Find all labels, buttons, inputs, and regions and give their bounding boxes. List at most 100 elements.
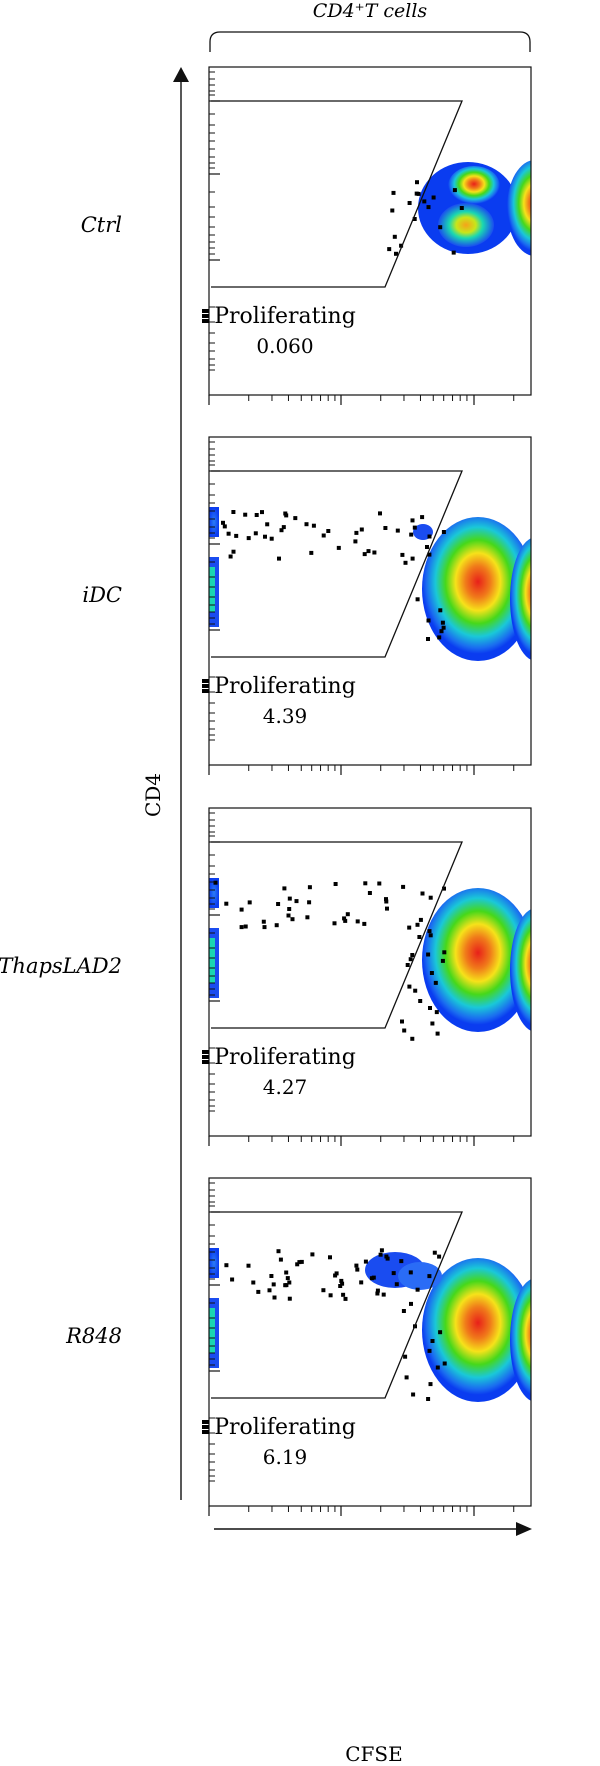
event-point	[367, 891, 372, 895]
event-point	[420, 515, 425, 520]
x-ticks	[208, 1136, 515, 1146]
event-point	[243, 512, 248, 517]
event-point	[213, 880, 218, 885]
event-point	[293, 516, 298, 521]
event-point	[429, 971, 434, 975]
y-ticks	[202, 71, 220, 371]
event-point	[326, 529, 331, 533]
event-point	[410, 556, 415, 561]
density-left	[209, 938, 215, 983]
event-point	[435, 1031, 440, 1036]
density-main	[422, 888, 531, 1032]
event-point	[307, 885, 312, 890]
density-edge	[507, 160, 531, 256]
event-point	[309, 550, 314, 555]
event-point	[437, 1254, 442, 1259]
event-point	[269, 536, 274, 541]
event-point	[246, 1263, 251, 1268]
gate-polygon	[211, 1211, 463, 1399]
density-peak	[438, 203, 494, 247]
event-point	[278, 1257, 283, 1262]
y-axis-label: CD4	[141, 773, 165, 817]
event-point	[400, 552, 405, 557]
event-point	[384, 1254, 389, 1259]
event-point	[290, 917, 295, 922]
event-point	[401, 884, 406, 889]
event-point	[428, 1382, 433, 1387]
event-point	[410, 518, 415, 523]
event-point	[439, 629, 444, 634]
event-point	[354, 1263, 359, 1268]
event-point	[231, 549, 236, 554]
event-point	[407, 201, 412, 205]
event-point	[260, 510, 264, 515]
event-point	[415, 922, 420, 927]
gate-label: Proliferating	[214, 304, 356, 329]
panel-ctrl: Proliferating 0.060 Ctrl	[81, 66, 532, 405]
density-edge	[510, 1279, 531, 1401]
axis-event-mark	[202, 679, 209, 683]
event-point	[283, 511, 288, 516]
event-point	[263, 534, 267, 539]
event-point	[262, 925, 267, 930]
event-point	[274, 923, 279, 928]
event-point	[328, 1293, 333, 1298]
row-label: ThapsLAD2	[0, 954, 122, 978]
event-point	[297, 1260, 302, 1265]
event-point	[342, 916, 347, 921]
event-point	[425, 545, 429, 549]
event-point	[343, 1296, 348, 1301]
row-label: iDC	[82, 583, 122, 607]
event-point	[379, 1248, 384, 1253]
axis-event-mark	[202, 689, 209, 693]
event-point	[409, 1301, 413, 1306]
event-point	[234, 533, 239, 538]
event-point	[224, 901, 229, 906]
event-point	[412, 525, 417, 530]
event-point	[359, 1280, 364, 1285]
event-point	[281, 525, 286, 530]
event-point	[336, 545, 341, 550]
event-point	[353, 539, 358, 544]
event-point	[438, 608, 443, 613]
event-point	[407, 984, 412, 989]
axis-event-mark	[202, 1055, 209, 1059]
event-point	[387, 247, 392, 252]
event-point	[391, 190, 396, 195]
event-point	[441, 625, 446, 630]
event-point	[428, 1006, 432, 1010]
event-point	[221, 520, 225, 525]
event-point	[222, 524, 227, 529]
event-point	[427, 534, 432, 539]
event-point	[276, 902, 281, 906]
event-point	[438, 225, 443, 230]
event-point	[394, 251, 398, 256]
event-point	[287, 1280, 292, 1285]
event-point	[261, 919, 266, 924]
plot-frame	[208, 1177, 532, 1507]
event-point	[415, 1287, 420, 1292]
gate-polygon	[211, 470, 463, 658]
event-point	[253, 531, 258, 536]
event-point	[271, 1282, 276, 1287]
density-edge	[510, 538, 531, 660]
gate-label: Proliferating	[214, 1045, 356, 1070]
event-point	[408, 957, 413, 962]
event-point	[230, 1277, 235, 1282]
event-point	[305, 915, 310, 920]
event-point	[416, 191, 421, 196]
event-point	[408, 1270, 413, 1275]
event-point	[403, 1354, 408, 1359]
event-point	[433, 980, 438, 985]
density-cloud	[209, 878, 531, 1032]
event-point	[341, 1292, 346, 1297]
density-left	[209, 567, 215, 612]
axis-event-mark	[202, 319, 209, 323]
axis-event-mark	[202, 1430, 209, 1434]
event-point	[438, 1330, 443, 1335]
event-point	[430, 1021, 435, 1026]
event-point	[311, 523, 316, 528]
event-point	[403, 560, 408, 565]
event-point	[399, 243, 404, 248]
event-point	[385, 906, 389, 911]
